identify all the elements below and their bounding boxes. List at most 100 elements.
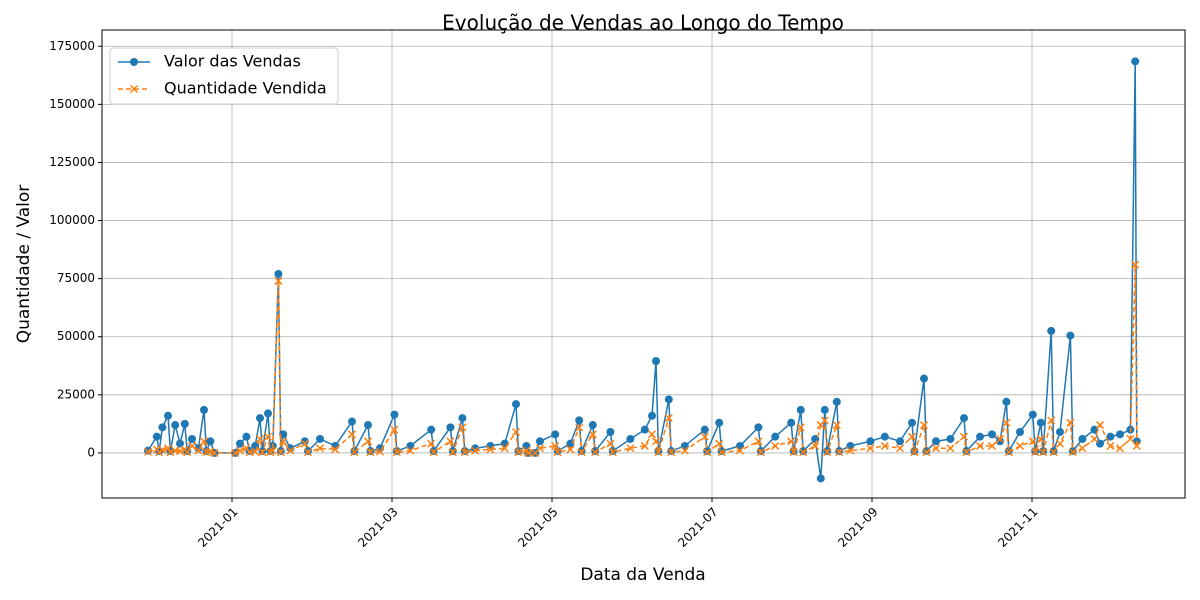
x-tick-label: 2021-01 <box>195 505 240 550</box>
data-point <box>286 446 295 455</box>
data-point <box>588 421 597 430</box>
data-point <box>787 437 796 446</box>
data-point <box>866 444 875 453</box>
x-tick-label: 2021-03 <box>355 505 400 550</box>
data-point <box>667 448 676 457</box>
data-point <box>1015 441 1025 450</box>
data-point <box>392 447 401 456</box>
data-point <box>975 441 985 450</box>
data-point <box>406 446 415 455</box>
data-point <box>350 448 359 457</box>
data-point <box>771 432 780 441</box>
data-point <box>194 446 203 455</box>
data-point <box>242 432 251 441</box>
data-point <box>566 445 575 454</box>
data-point <box>796 405 805 414</box>
data-point <box>390 410 399 419</box>
data-point <box>366 448 375 457</box>
x-tick-label: 2021-05 <box>515 505 560 550</box>
data-point <box>175 447 185 456</box>
y-tick-label: 50000 <box>57 329 95 343</box>
data-point <box>363 437 373 446</box>
data-point <box>754 437 763 446</box>
data-point <box>350 447 359 456</box>
data-point <box>210 448 219 457</box>
data-point <box>300 439 309 448</box>
data-point <box>820 405 829 414</box>
data-point <box>816 474 825 483</box>
x-tick-label: 2021-07 <box>675 505 720 550</box>
data-point <box>1004 448 1013 457</box>
data-point <box>231 448 240 457</box>
data-point <box>392 448 401 457</box>
data-point <box>754 423 763 432</box>
data-point <box>648 411 656 420</box>
legend-marker <box>129 84 139 94</box>
data-point <box>789 447 798 456</box>
data-point <box>895 444 905 453</box>
data-point <box>626 434 635 443</box>
data-point <box>664 414 673 423</box>
data-point <box>144 446 152 455</box>
x-axis-label: Data da Venda <box>580 565 705 585</box>
data-point <box>427 439 436 448</box>
data-point <box>946 434 955 443</box>
legend-marker <box>130 58 138 66</box>
data-point <box>640 425 649 434</box>
data-point <box>512 400 520 409</box>
data-point <box>152 432 161 441</box>
data-point <box>606 439 615 448</box>
data-point <box>448 448 457 457</box>
data-point <box>652 357 660 366</box>
data-point <box>910 448 919 457</box>
data-point <box>279 437 288 446</box>
data-point <box>835 448 844 457</box>
data-point <box>651 437 661 446</box>
data-point <box>796 423 805 432</box>
data-point <box>920 374 928 383</box>
data-point <box>987 441 997 450</box>
data-point <box>553 448 562 457</box>
data-point <box>640 441 649 450</box>
data-point <box>348 417 356 426</box>
data-point <box>717 447 726 456</box>
data-point <box>700 425 709 434</box>
data-point <box>446 437 455 446</box>
data-point <box>1066 331 1075 340</box>
data-point <box>1131 57 1140 66</box>
data-point <box>274 269 283 278</box>
data-point <box>180 419 189 428</box>
data-point <box>276 448 285 457</box>
data-point <box>1049 448 1058 457</box>
data-point <box>143 447 153 456</box>
data-point <box>988 430 996 439</box>
data-point <box>303 448 313 457</box>
y-tick-label: 0 <box>87 445 95 459</box>
data-point <box>996 437 1004 446</box>
data-point <box>880 432 889 441</box>
data-point <box>1004 447 1013 456</box>
data-point <box>799 448 808 457</box>
data-point <box>536 437 544 446</box>
data-point <box>575 423 584 432</box>
x-tick-label: 2021-09 <box>835 505 880 550</box>
data-point <box>255 434 265 444</box>
y-tick-label: 25000 <box>57 387 95 401</box>
data-point <box>962 448 971 457</box>
data-point <box>1131 260 1140 269</box>
data-point <box>258 448 267 457</box>
data-point <box>976 432 984 441</box>
data-point <box>735 446 745 455</box>
data-point <box>1115 444 1125 453</box>
data-point <box>551 441 560 450</box>
data-point <box>922 447 931 456</box>
data-point <box>1068 448 1077 457</box>
data-point <box>268 446 277 455</box>
data-point <box>471 446 480 455</box>
data-point <box>200 405 208 414</box>
data-point <box>263 432 273 441</box>
data-point <box>700 432 709 441</box>
data-point <box>606 428 615 437</box>
data-point <box>1031 448 1040 457</box>
